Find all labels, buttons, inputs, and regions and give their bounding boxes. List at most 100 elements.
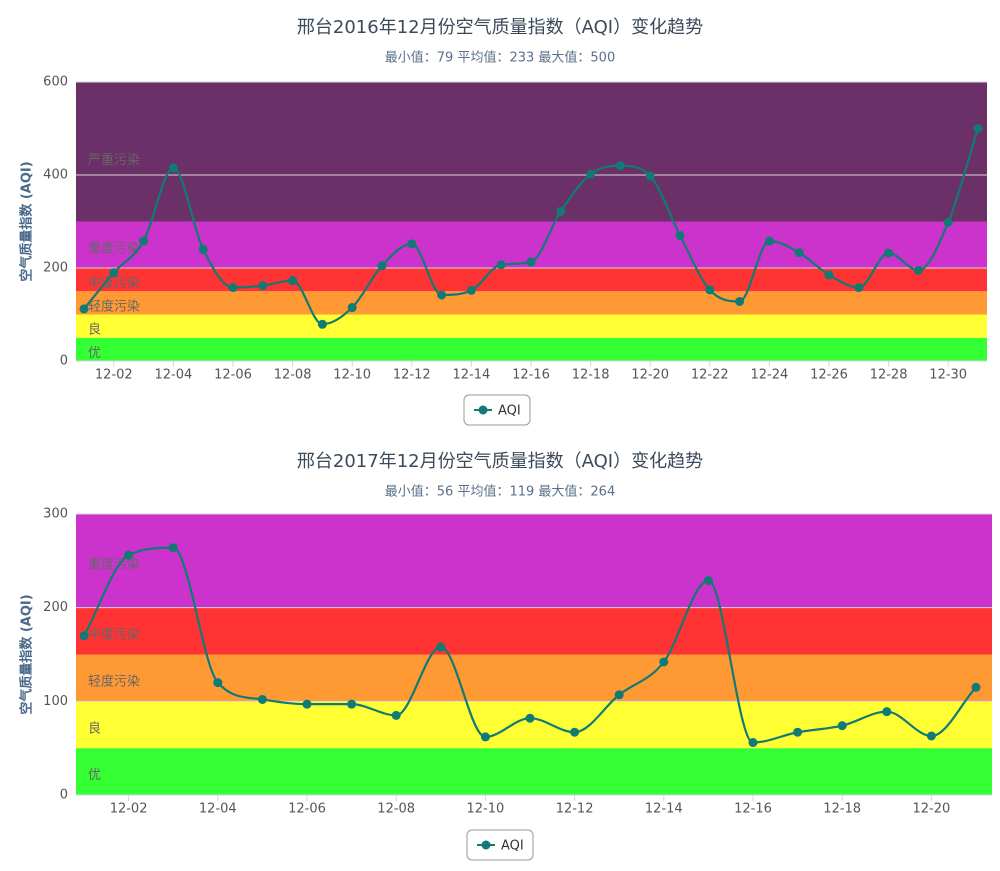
y-tick-label: 100 <box>43 694 68 709</box>
legend-label: AQI <box>498 404 521 419</box>
x-tick-label: 12-14 <box>453 368 491 383</box>
data-point-12-12 <box>407 239 417 249</box>
x-tick-label: 12-16 <box>512 368 550 383</box>
band-label: 中度污染 <box>88 627 140 643</box>
data-point-12-21 <box>971 682 981 692</box>
band-labels: 优良 轻度污染 中度污染 重度污染 严重污染 <box>88 152 140 361</box>
legend[interactable]: AQI <box>466 829 534 861</box>
data-point-12-16 <box>748 738 758 748</box>
data-point-12-01 <box>79 631 89 641</box>
data-point-12-03 <box>168 543 178 553</box>
data-point-12-10 <box>347 303 357 313</box>
data-point-12-05 <box>257 694 267 704</box>
data-point-12-31 <box>973 124 983 133</box>
y-tick-label: 300 <box>43 507 68 522</box>
data-point-12-01 <box>79 304 89 314</box>
x-tick-label: 12-12 <box>393 368 431 383</box>
data-point-12-16 <box>526 257 536 267</box>
data-point-12-02 <box>109 268 119 278</box>
legend[interactable]: AQI <box>463 394 531 426</box>
x-tick-label: 12-22 <box>691 368 729 383</box>
data-point-12-08 <box>288 276 298 286</box>
y-tick-label: 200 <box>43 261 68 276</box>
x-tick-label: 12-18 <box>823 802 861 817</box>
data-point-12-20 <box>926 731 936 741</box>
data-point-12-07 <box>347 699 357 709</box>
x-tick-label: 12-04 <box>155 368 193 383</box>
x-tick-label: 12-10 <box>333 368 371 383</box>
data-point-12-15 <box>703 576 713 586</box>
plot-band <box>76 82 987 222</box>
data-point-12-13 <box>437 290 447 300</box>
legend-box <box>463 394 531 426</box>
data-point-12-09 <box>436 642 446 652</box>
data-point-12-12 <box>570 727 580 737</box>
x-tick-label: 12-14 <box>645 802 683 817</box>
data-point-12-27 <box>854 283 864 293</box>
band-label: 轻度污染 <box>88 298 140 314</box>
x-tick-label: 12-10 <box>467 802 505 817</box>
x-tick-label: 12-20 <box>631 368 669 383</box>
x-tick-label: 12-08 <box>274 368 312 383</box>
y-axis-title: 空气质量指数 (AQI) <box>19 161 35 281</box>
y-tick-label: 400 <box>43 168 68 183</box>
data-point-12-06 <box>228 283 238 293</box>
y-tick-label: 200 <box>43 600 68 615</box>
data-point-12-10 <box>480 732 490 742</box>
data-point-12-14 <box>466 285 476 295</box>
legend-label: AQI <box>501 839 524 854</box>
data-point-12-13 <box>614 690 624 700</box>
data-point-12-29 <box>913 265 923 275</box>
band-label: 轻度污染 <box>88 673 140 689</box>
data-point-12-21 <box>675 230 685 240</box>
legend-marker-icon <box>478 405 488 415</box>
data-point-12-02 <box>124 550 134 560</box>
data-point-12-18 <box>837 721 847 731</box>
band-label: 重度污染 <box>88 556 140 572</box>
y-tick-label: 0 <box>60 354 68 369</box>
x-tick-label: 12-08 <box>377 802 415 817</box>
x-axis: 12-02 12-04 12-06 12-08 12-10 12-12 12-14 12-16… <box>76 794 992 817</box>
series-aqi <box>79 124 983 329</box>
y-axis-title: 空气质量指数 (AQI) <box>19 594 35 714</box>
x-tick-label: 12-04 <box>199 802 237 817</box>
x-tick-label: 12-02 <box>95 368 133 383</box>
plot-band <box>76 268 987 292</box>
x-tick-label: 12-16 <box>734 802 772 817</box>
chart-subtitle: 最小值：79 平均值：233 最大值：500 <box>385 50 615 66</box>
data-point-12-04 <box>168 163 178 173</box>
plot-band <box>76 314 987 338</box>
y-tick-label: 600 <box>43 75 68 90</box>
data-point-12-28 <box>884 248 894 258</box>
data-point-12-25 <box>794 248 804 258</box>
band-label: 重度污染 <box>88 240 140 256</box>
data-point-12-07 <box>258 281 268 291</box>
plot-band <box>76 607 992 655</box>
data-point-12-17 <box>556 206 566 216</box>
data-point-12-08 <box>391 710 401 720</box>
plot-band <box>76 701 992 749</box>
data-point-12-19 <box>882 707 892 717</box>
x-tick-label: 12-18 <box>572 368 610 383</box>
plot-band <box>76 514 992 608</box>
band-labels: 优 良 轻度污染 中度污染 重度污染 <box>88 556 140 783</box>
data-point-12-15 <box>496 260 506 270</box>
data-point-12-05 <box>198 244 208 254</box>
plot-band <box>76 337 987 361</box>
band-label: 良 <box>88 720 101 736</box>
data-point-12-11 <box>525 713 535 723</box>
x-tick-label: 12-06 <box>288 802 326 817</box>
data-point-12-20 <box>645 171 655 181</box>
plot-bands <box>76 82 987 361</box>
plot-band <box>76 748 992 795</box>
x-tick-label: 12-20 <box>913 802 951 817</box>
data-point-12-30 <box>943 217 953 227</box>
x-tick-label: 12-06 <box>214 368 252 383</box>
data-point-12-19 <box>615 161 625 171</box>
data-point-12-14 <box>659 657 669 667</box>
band-label: 良 <box>88 322 101 338</box>
